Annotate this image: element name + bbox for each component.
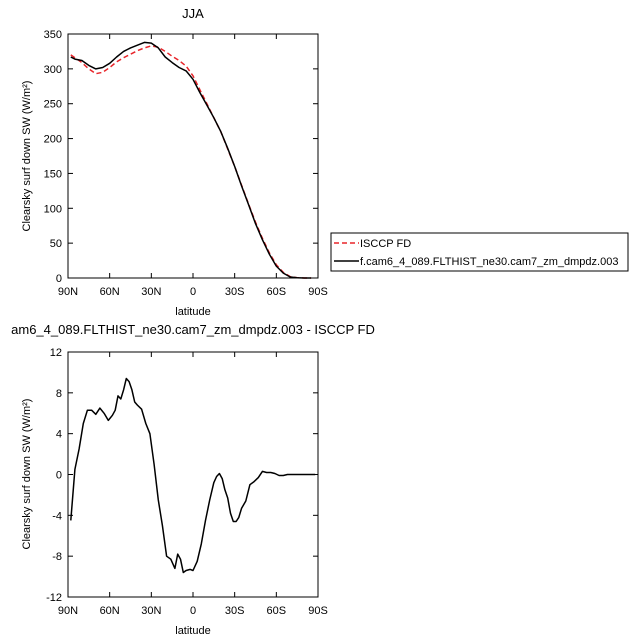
bottom-x-axis-label: latitude: [175, 625, 210, 637]
legend-label-isccp: ISCCP FD: [360, 238, 411, 250]
top-xtick-label: 90N: [58, 286, 78, 298]
legend-label-model: f.cam6_4_089.FLTHIST_ne30.cam7_zm_dmpdz.…: [360, 256, 618, 268]
bottom-axis-ticks: [67, 351, 319, 598]
top-chart-title: JJA: [182, 6, 204, 21]
bottom-ytick-label: 4: [56, 429, 62, 441]
bottom-ytick-label: 8: [56, 388, 62, 400]
top-ytick-label: 150: [44, 168, 62, 180]
top-xtick-label: 30S: [225, 286, 245, 298]
top-x-axis-label: latitude: [175, 306, 210, 318]
bottom-xtick-label: 30S: [225, 605, 245, 617]
top-xtick-label: 60N: [100, 286, 120, 298]
legend-box: [330, 232, 629, 272]
bottom-ytick-label: -8: [52, 551, 62, 563]
bottom-ytick-label: 0: [56, 470, 62, 482]
top-ytick-label: 0: [56, 273, 62, 285]
top-panel: JJA 0 50 100 150 200 250 300 350 90N 60N 30N 0 30S 60…: [21, 6, 328, 318]
bottom-series-line-0: [70, 377, 316, 574]
top-ytick-label: 300: [44, 64, 62, 76]
bottom-xtick-label: 60S: [267, 605, 287, 617]
top-ytick-label: 100: [44, 203, 62, 215]
top-xtick-label: 30N: [141, 286, 161, 298]
bottom-tick-labels: -12 -8 -4 0 4 8 12 90N 60N 30N 0 30S 60S 90S: [46, 347, 328, 617]
legend: ISCCP FD f.cam6_4_089.FLTHIST_ne30.cam7_…: [330, 232, 629, 272]
top-ytick-label: 250: [44, 99, 62, 111]
bottom-xtick-label: 60N: [100, 605, 120, 617]
bottom-plot-frame: [67, 351, 319, 598]
bottom-chart-title: am6_4_089.FLTHIST_ne30.cam7_zm_dmpdz.003…: [11, 322, 375, 337]
bottom-series-group: [70, 377, 316, 574]
top-xtick-label: 60S: [267, 286, 287, 298]
bottom-panel: am6_4_089.FLTHIST_ne30.cam7_zm_dmpdz.003…: [11, 322, 375, 637]
top-y-axis-label: Clearsky surf down SW (W/m²): [21, 81, 33, 232]
top-ytick-label: 350: [44, 29, 62, 41]
top-series-group: [70, 41, 312, 279]
bottom-ytick-label: -12: [46, 592, 62, 604]
bottom-xtick-label: 90N: [58, 605, 78, 617]
bottom-xtick-label: 30N: [141, 605, 161, 617]
bottom-ytick-label: 12: [50, 347, 62, 359]
top-ytick-label: 200: [44, 134, 62, 146]
top-series-line-1: [70, 41, 312, 279]
bottom-y-axis-label: Clearsky surf down SW (W/m²): [21, 399, 33, 550]
top-plot-frame: [67, 33, 319, 279]
top-series-line-0: [70, 45, 312, 279]
top-ytick-label: 50: [50, 238, 62, 250]
bottom-ytick-label: -4: [52, 510, 62, 522]
top-xtick-label: 90S: [308, 286, 328, 298]
bottom-xtick-label: 90S: [308, 605, 328, 617]
top-xtick-label: 0: [190, 286, 196, 298]
bottom-xtick-label: 0: [190, 605, 196, 617]
top-tick-labels: 0 50 100 150 200 250 300 350 90N 60N 30N 0 30S 60S 90S: [44, 29, 328, 298]
